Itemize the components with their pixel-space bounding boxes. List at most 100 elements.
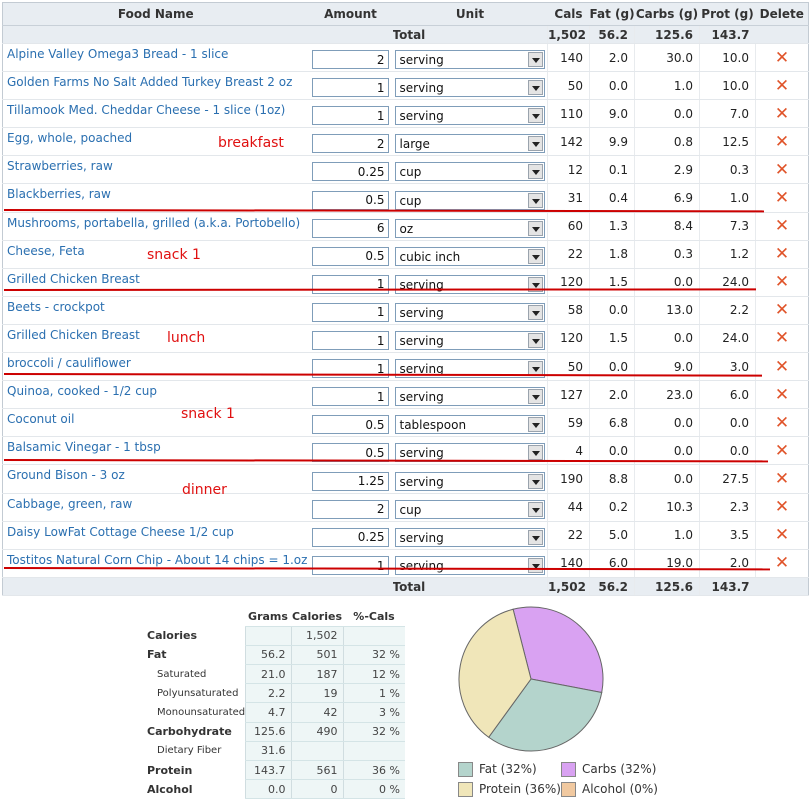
delete-x-icon[interactable]: ✕: [774, 75, 790, 96]
unit-select[interactable]: cup: [394, 499, 545, 519]
delete-x-icon[interactable]: ✕: [774, 216, 790, 237]
unit-select[interactable]: large: [394, 134, 545, 154]
delete-x-icon[interactable]: ✕: [774, 47, 790, 68]
dropdown-arrow-icon[interactable]: [527, 80, 543, 96]
dropdown-arrow-icon[interactable]: [527, 108, 543, 124]
delete-x-icon[interactable]: ✕: [774, 272, 790, 293]
dropdown-arrow-icon[interactable]: [527, 164, 543, 180]
delete-x-icon[interactable]: ✕: [774, 159, 790, 180]
delete-x-icon[interactable]: ✕: [774, 356, 790, 377]
dropdown-arrow-icon[interactable]: [527, 501, 543, 517]
amount-input[interactable]: [311, 527, 389, 547]
food-name-link[interactable]: Strawberries, raw: [7, 159, 113, 174]
dropdown-arrow-icon[interactable]: [527, 276, 543, 292]
unit-select[interactable]: serving: [394, 50, 545, 70]
amount-input[interactable]: [311, 246, 389, 266]
food-name-link[interactable]: Cabbage, green, raw: [7, 496, 133, 511]
food-name-link[interactable]: broccoli / cauliflower: [7, 356, 131, 371]
column-header-food-name[interactable]: Food Name: [2, 2, 309, 26]
column-header-unit[interactable]: Unit: [392, 2, 548, 26]
dropdown-arrow-icon[interactable]: [527, 192, 543, 208]
unit-select[interactable]: serving: [394, 471, 545, 491]
amount-input[interactable]: [311, 331, 389, 351]
delete-x-icon[interactable]: ✕: [774, 468, 790, 489]
amount-input[interactable]: [311, 471, 389, 491]
delete-x-icon[interactable]: ✕: [774, 244, 790, 265]
column-header-fat[interactable]: Fat (g): [589, 2, 635, 26]
food-name-link[interactable]: Grilled Chicken Breast: [7, 327, 140, 342]
delete-x-icon[interactable]: ✕: [774, 328, 790, 349]
unit-select[interactable]: serving: [394, 106, 545, 126]
dropdown-arrow-icon[interactable]: [527, 473, 543, 489]
amount-input[interactable]: [311, 499, 389, 519]
food-name-link[interactable]: Ground Bison - 3 oz: [7, 468, 125, 483]
delete-x-icon[interactable]: ✕: [774, 384, 790, 405]
food-name-link[interactable]: Balsamic Vinegar - 1 tbsp: [7, 440, 161, 455]
amount-input[interactable]: [311, 415, 389, 435]
column-header-carbs[interactable]: Carbs (g): [634, 2, 700, 26]
amount-input[interactable]: [311, 387, 389, 407]
column-header-prot[interactable]: Prot (g): [699, 2, 756, 26]
amount-input[interactable]: [311, 134, 389, 154]
unit-select[interactable]: serving: [394, 387, 545, 407]
dropdown-arrow-icon[interactable]: [527, 136, 543, 152]
delete-x-icon[interactable]: ✕: [774, 553, 790, 574]
unit-select[interactable]: serving: [394, 78, 545, 98]
amount-input[interactable]: [311, 106, 389, 126]
amount-input[interactable]: [311, 443, 389, 463]
unit-select[interactable]: cubic inch: [394, 246, 545, 266]
delete-x-icon[interactable]: ✕: [774, 440, 790, 461]
amount-input[interactable]: [311, 218, 389, 238]
delete-x-icon[interactable]: ✕: [774, 525, 790, 546]
food-name-link[interactable]: Daisy LowFat Cottage Cheese 1/2 cup: [7, 524, 234, 539]
unit-select[interactable]: serving: [394, 556, 545, 575]
amount-input[interactable]: [311, 78, 389, 98]
dropdown-arrow-icon[interactable]: [527, 248, 543, 264]
unit-select[interactable]: serving: [394, 443, 545, 463]
amount-input[interactable]: [311, 162, 389, 182]
food-name-link[interactable]: Egg, whole, poached: [7, 131, 133, 146]
food-name-link[interactable]: Grilled Chicken Breast: [7, 271, 140, 286]
food-name-link[interactable]: Golden Farms No Salt Added Turkey Breast…: [7, 75, 293, 90]
dropdown-arrow-icon[interactable]: [527, 529, 543, 545]
food-name-link[interactable]: Mushrooms, portabella, grilled (a.k.a. P…: [7, 215, 301, 230]
food-name-link[interactable]: Quinoa, cooked - 1/2 cup: [7, 384, 158, 399]
delete-x-icon[interactable]: ✕: [774, 131, 790, 152]
food-name-link[interactable]: Tillamook Med. Cheddar Cheese - 1 slice …: [7, 103, 286, 118]
unit-select[interactable]: serving: [394, 331, 545, 351]
amount-input[interactable]: [311, 302, 389, 322]
food-name-link[interactable]: Cheese, Feta: [7, 243, 85, 258]
dropdown-arrow-icon[interactable]: [527, 220, 543, 236]
dropdown-arrow-icon[interactable]: [527, 333, 543, 349]
dropdown-arrow-icon[interactable]: [527, 417, 543, 433]
dropdown-arrow-icon[interactable]: [527, 361, 543, 377]
unit-select[interactable]: cup: [394, 162, 545, 182]
amount-input[interactable]: [311, 274, 389, 294]
delete-x-icon[interactable]: ✕: [774, 412, 790, 433]
unit-select[interactable]: tablespoon: [394, 415, 545, 435]
food-name-link[interactable]: Blackberries, raw: [7, 187, 111, 202]
unit-select[interactable]: serving: [394, 302, 545, 322]
amount-input[interactable]: [311, 50, 389, 70]
food-name-link[interactable]: Alpine Valley Omega3 Bread - 1 slice: [7, 47, 229, 61]
delete-x-icon[interactable]: ✕: [774, 497, 790, 518]
delete-x-icon[interactable]: ✕: [774, 188, 790, 209]
food-name-link[interactable]: Beets - crockpot: [7, 299, 105, 314]
unit-select[interactable]: serving: [394, 527, 545, 547]
amount-input[interactable]: [311, 556, 389, 575]
unit-select[interactable]: cup: [394, 190, 545, 210]
delete-x-icon[interactable]: ✕: [774, 300, 790, 321]
dropdown-arrow-icon[interactable]: [527, 304, 543, 320]
dropdown-arrow-icon[interactable]: [527, 389, 543, 405]
dropdown-arrow-icon[interactable]: [527, 445, 543, 461]
dropdown-arrow-icon[interactable]: [527, 52, 543, 68]
delete-x-icon[interactable]: ✕: [774, 103, 790, 124]
column-header-cals[interactable]: Cals: [547, 2, 590, 26]
dropdown-arrow-icon[interactable]: [527, 558, 543, 573]
unit-select[interactable]: oz: [394, 218, 545, 238]
unit-select[interactable]: serving: [394, 274, 545, 294]
column-header-amount[interactable]: Amount: [308, 2, 393, 26]
amount-input[interactable]: [311, 190, 389, 210]
food-name-link[interactable]: Coconut oil: [7, 412, 75, 427]
food-name-link[interactable]: Tostitos Natural Corn Chip - About 14 ch…: [7, 552, 308, 567]
